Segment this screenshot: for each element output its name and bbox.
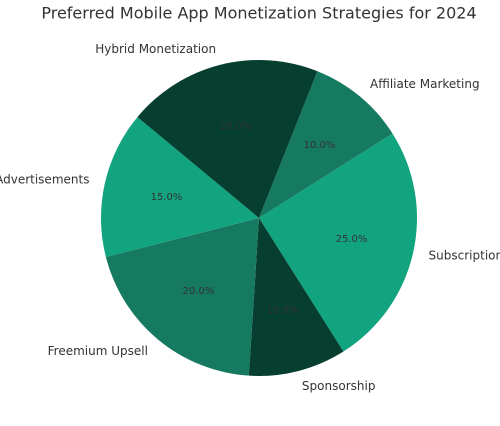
value-label: 15.0% [151,192,183,203]
slice-label: Hybrid Monetization [95,42,216,56]
slice-label: Affiliate Marketing [370,77,480,91]
pie-slice [137,60,318,219]
value-label: 10.0% [267,305,299,316]
pie-slice [101,117,259,258]
pie-slice [248,218,344,376]
slice-label: Subscription [429,249,500,263]
pie-slice [105,218,260,376]
slice-label: Sponsorship [302,379,376,393]
value-label: 10.0% [304,140,336,151]
pie-slice [259,71,393,218]
chart-title: Preferred Mobile App Monetization Strate… [41,4,476,23]
value-label: 20.0% [220,121,252,132]
slice-label: Freemium Upsell [48,344,148,358]
value-label: 25.0% [336,234,368,245]
slice-label: Advertisements [0,172,89,186]
pie-slice [259,133,417,352]
value-label: 20.0% [183,286,215,297]
